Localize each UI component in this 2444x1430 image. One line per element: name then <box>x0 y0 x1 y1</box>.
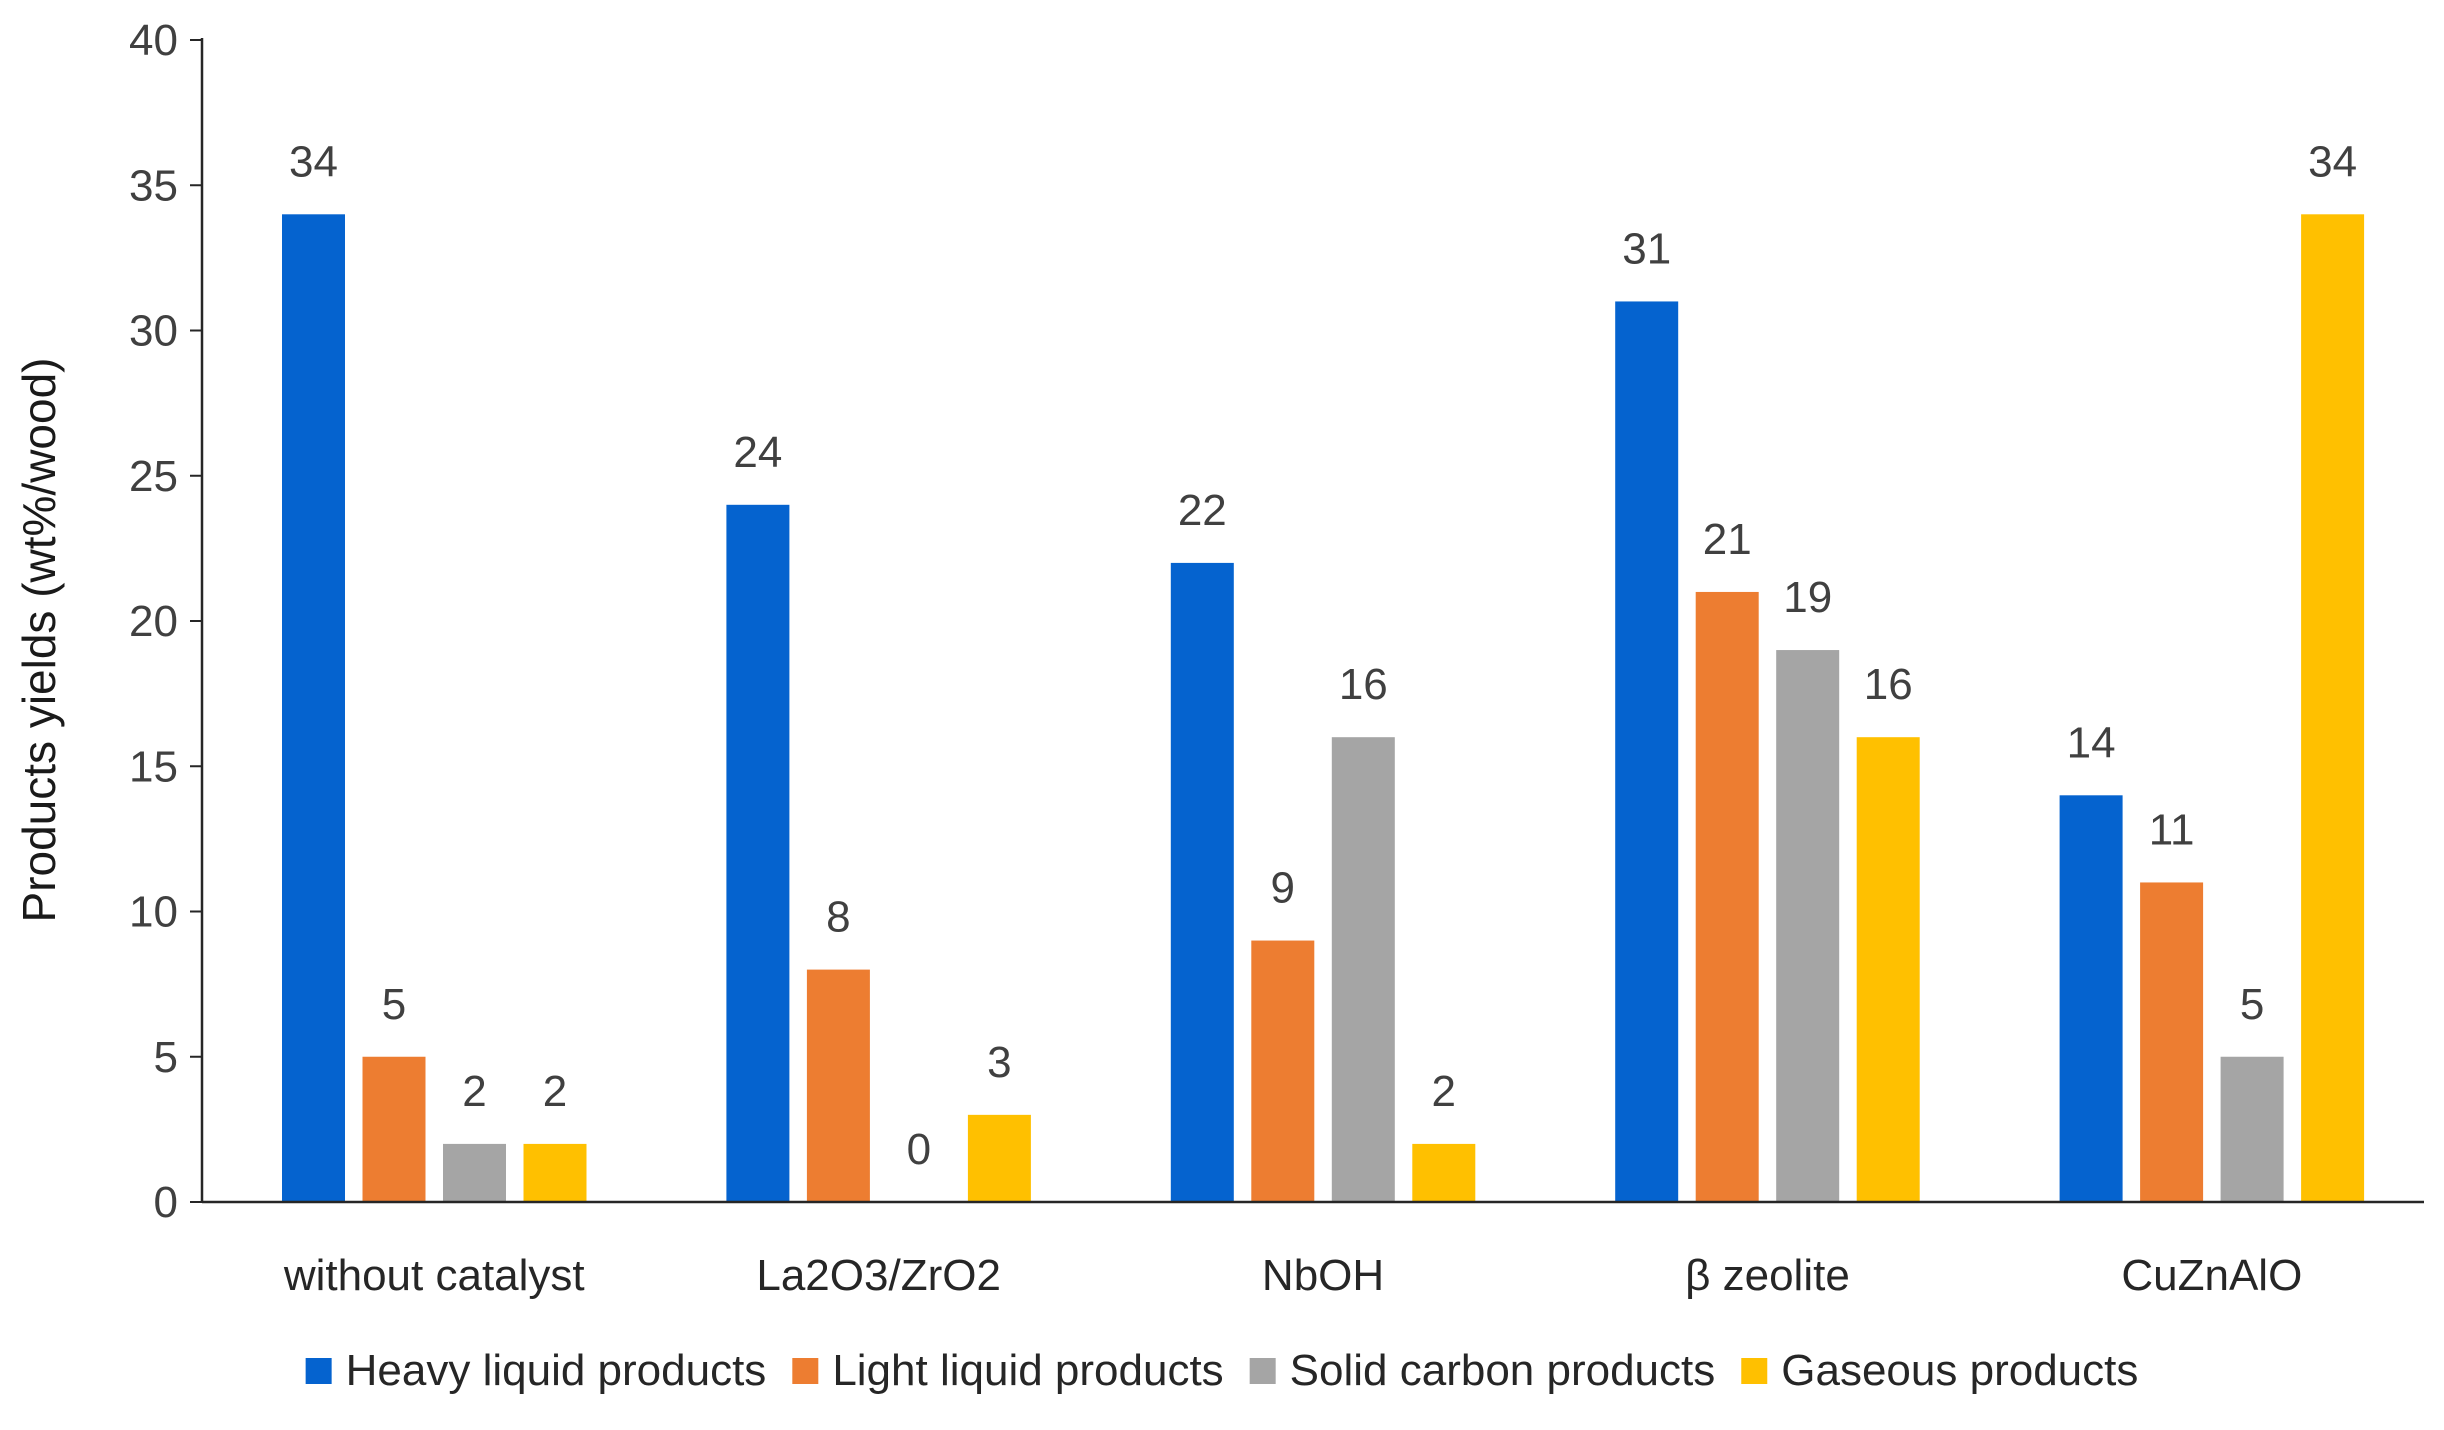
data-label: 2 <box>462 1067 486 1116</box>
category-labels-group: without catalyst La2O3/ZrO2 NbOH β zeolite C… <box>283 1251 2302 1300</box>
legend-item: Heavy liquid products <box>305 1346 767 1395</box>
y-axis-ticks: 0 5 10 15 20 25 30 35 40 <box>129 16 178 1227</box>
x-category-label: without catalyst <box>283 1251 585 1300</box>
data-label: 16 <box>1339 660 1388 709</box>
y-tick-label: 25 <box>129 452 178 501</box>
bar <box>1412 1143 1476 1202</box>
bar <box>1170 562 1234 1202</box>
bar <box>362 1056 426 1202</box>
bar <box>1856 737 1920 1202</box>
bar <box>2220 1056 2284 1202</box>
bar <box>2301 214 2365 1203</box>
x-category-label: NbOH <box>1262 1251 1384 1300</box>
y-axis-title: Products yields (wt%/wood) <box>13 358 65 923</box>
legend-item: Solid carbon products <box>1249 1346 1716 1395</box>
legend: Heavy liquid products Light liquid produc… <box>305 1346 2138 1395</box>
y-tick-label: 5 <box>154 1033 178 1082</box>
data-label: 24 <box>733 428 782 477</box>
y-tick-label: 15 <box>129 742 178 791</box>
bar <box>967 1114 1031 1202</box>
bar <box>806 969 870 1202</box>
legend-label: Heavy liquid products <box>346 1346 767 1395</box>
data-label: 5 <box>382 980 406 1029</box>
bar <box>2140 882 2204 1202</box>
bar <box>1251 940 1315 1202</box>
data-label: 22 <box>1178 486 1227 535</box>
legend-label: Solid carbon products <box>1290 1346 1716 1395</box>
x-category-label: β zeolite <box>1685 1251 1850 1300</box>
axes-group <box>190 38 2424 1204</box>
x-category-label: CuZnAlO <box>2121 1251 2302 1300</box>
x-category-label: La2O3/ZrO2 <box>756 1251 1001 1300</box>
y-tick-label: 40 <box>129 16 178 65</box>
y-tick-label: 0 <box>154 1178 178 1227</box>
legend-label: Gaseous products <box>1781 1346 2138 1395</box>
bars-group <box>282 214 2365 1203</box>
data-label: 21 <box>1703 515 1752 564</box>
y-tick-label: 20 <box>129 597 178 646</box>
data-label: 2 <box>1432 1067 1456 1116</box>
data-label: 5 <box>2240 980 2264 1029</box>
legend-item: Gaseous products <box>1741 1346 2138 1395</box>
y-tick-label: 10 <box>129 888 178 937</box>
legend-swatch <box>1741 1358 1768 1384</box>
bar <box>443 1143 506 1202</box>
bar <box>1695 591 1759 1202</box>
y-tick-label: 35 <box>129 161 178 210</box>
data-label: 16 <box>1864 660 1913 709</box>
data-label: 3 <box>987 1038 1011 1087</box>
data-label: 34 <box>289 137 338 186</box>
bar <box>2059 795 2123 1202</box>
bar <box>282 214 345 1203</box>
y-tick-label: 30 <box>129 307 178 356</box>
data-label: 19 <box>1783 573 1832 622</box>
legend-swatch <box>1249 1358 1276 1384</box>
data-label: 0 <box>907 1125 931 1174</box>
bar <box>1331 737 1395 1202</box>
bar <box>1615 301 1679 1202</box>
legend-swatch <box>792 1358 819 1384</box>
bar <box>726 504 790 1202</box>
data-label: 9 <box>1271 864 1295 913</box>
bar <box>523 1143 587 1202</box>
data-label: 8 <box>826 893 850 942</box>
data-label: 14 <box>2067 718 2116 767</box>
data-label: 34 <box>2308 137 2357 186</box>
legend-swatch <box>305 1358 332 1384</box>
bar <box>1776 650 1840 1202</box>
data-label: 11 <box>2149 805 2195 854</box>
data-label: 2 <box>543 1067 567 1116</box>
legend-label: Light liquid products <box>832 1346 1223 1395</box>
legend-item: Light liquid products <box>792 1346 1224 1395</box>
data-label: 31 <box>1622 224 1671 273</box>
